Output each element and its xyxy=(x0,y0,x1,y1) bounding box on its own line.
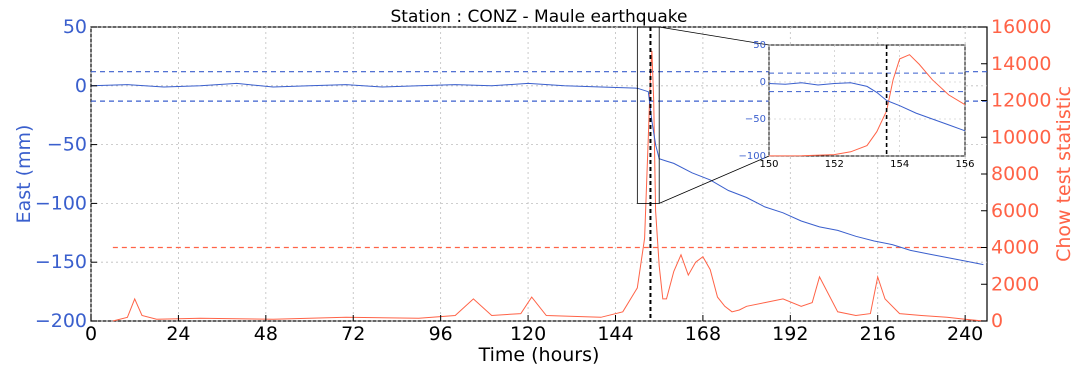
inset-chow-line xyxy=(768,54,966,157)
right-axis-title: Chow test statistic xyxy=(1053,86,1075,262)
left-tick-label: −100 xyxy=(35,192,87,214)
x-tick-label: 96 xyxy=(429,323,453,345)
left-tick-label: 0 xyxy=(75,75,87,97)
x-tick-label: 24 xyxy=(166,323,190,345)
x-tick-label: 48 xyxy=(254,323,278,345)
x-tick-label: 192 xyxy=(772,323,808,345)
right-tick-label: 2000 xyxy=(991,273,1039,295)
x-axis-title: Time (hours) xyxy=(478,344,600,366)
left-axis-ticks: 50 0 −50 −100 −150 −200 xyxy=(35,16,97,332)
inset-plot: 150 152 154 156 50 0 −50 −100 xyxy=(739,40,975,170)
inset-y-tick-label: 50 xyxy=(753,40,766,51)
left-tick-label: −200 xyxy=(35,310,87,332)
zoom-indicator xyxy=(636,26,770,204)
x-tick-label: 72 xyxy=(341,323,365,345)
right-axis-ticks: 16000 14000 12000 10000 8000 6000 4000 2000 0 xyxy=(981,16,1051,332)
inset-y-tick-label: −50 xyxy=(745,114,766,125)
right-tick-label: 4000 xyxy=(991,237,1039,259)
right-tick-label: 14000 xyxy=(991,53,1051,75)
x-tick-label: 0 xyxy=(85,323,97,345)
right-tick-label: 6000 xyxy=(991,200,1039,222)
left-tick-label: 50 xyxy=(63,16,87,38)
inset-x-tick-label: 156 xyxy=(955,159,974,170)
inset-east-line xyxy=(768,82,966,132)
x-axis-ticks: 0 24 48 72 96 120 144 168 192 216 240 xyxy=(85,315,983,345)
inset-x-tick-label: 152 xyxy=(825,159,844,170)
x-tick-label: 168 xyxy=(685,323,721,345)
chart-title: Station : CONZ - Maule earthquake xyxy=(391,7,688,27)
zoom-connector xyxy=(659,26,770,46)
right-tick-label: 12000 xyxy=(991,90,1051,112)
left-axis-title: East (mm) xyxy=(13,125,35,224)
right-tick-label: 10000 xyxy=(991,126,1051,148)
inset-y-tick-label: −100 xyxy=(739,151,766,162)
x-tick-label: 120 xyxy=(510,323,546,345)
inset-x-tick-label: 150 xyxy=(759,159,778,170)
right-tick-label: 16000 xyxy=(991,16,1051,38)
left-tick-label: −50 xyxy=(47,134,87,156)
zoom-connector xyxy=(659,155,770,204)
x-tick-label: 144 xyxy=(597,323,633,345)
x-tick-label: 240 xyxy=(947,323,983,345)
chow-statistic-line xyxy=(112,50,984,322)
threshold-lines xyxy=(91,71,987,249)
inset-y-tick-label: 0 xyxy=(760,77,766,88)
inset-x-tick-label: 154 xyxy=(890,159,909,170)
left-tick-label: −150 xyxy=(35,251,87,273)
right-tick-label: 0 xyxy=(991,310,1003,332)
x-tick-label: 216 xyxy=(860,323,896,345)
right-tick-label: 8000 xyxy=(991,163,1039,185)
inset-frame xyxy=(768,44,966,157)
zoom-rectangle xyxy=(636,26,660,204)
